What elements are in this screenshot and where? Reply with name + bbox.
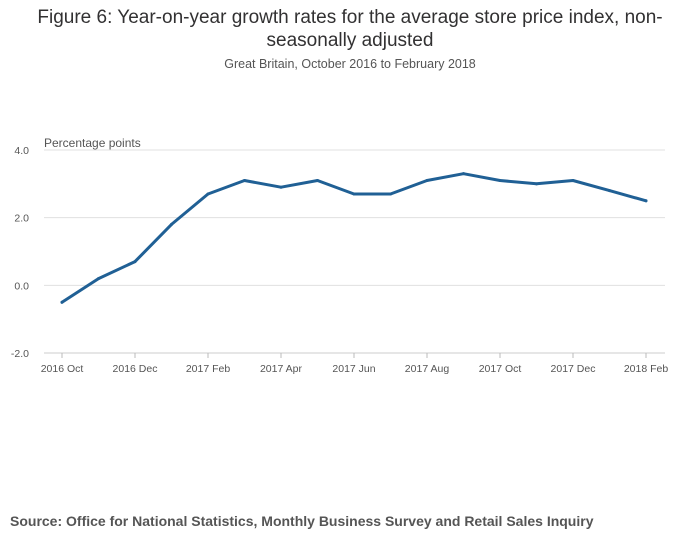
x-tick-label: 2017 Feb: [186, 363, 231, 375]
data-point: [133, 260, 137, 264]
x-tick-label: 2017 Aug: [405, 363, 450, 375]
x-tick-label: 2016 Oct: [41, 363, 84, 375]
data-point: [243, 178, 246, 182]
data-point: [316, 178, 319, 182]
chart-title: Figure 6: Year-on-year growth rates for …: [37, 7, 663, 51]
data-point: [608, 189, 611, 193]
data-point: [389, 192, 392, 196]
x-tick-label: 2017 Oct: [479, 363, 522, 375]
data-point: [60, 300, 64, 304]
x-tick-label: 2017 Jun: [332, 363, 375, 375]
x-tick-label: 2017 Dec: [551, 363, 596, 375]
data-point: [535, 182, 538, 186]
data-point: [644, 199, 648, 203]
x-tick-label: 2018 Feb: [624, 363, 669, 375]
axes: 4.0 2.0 0.0 -2.0 2016 Oct 2016 Dec 2017 Feb 201…: [11, 145, 668, 375]
y-tick-label: -2.0: [11, 348, 29, 360]
x-tick-label: 2016 Dec: [113, 363, 158, 375]
data-point: [352, 192, 356, 196]
data-point: [279, 185, 283, 189]
series: [60, 172, 648, 304]
y-tick-label: 0.0: [14, 280, 29, 292]
chart-subtitle: Great Britain, October 2016 to February …: [224, 57, 476, 71]
data-point: [571, 178, 575, 182]
x-tick-label: 2017 Apr: [260, 363, 303, 375]
data-point: [498, 178, 502, 182]
source-note: Source: Office for National Statistics, …: [10, 513, 594, 529]
data-point: [206, 192, 210, 196]
y-tick-label: 2.0: [14, 213, 29, 225]
y-tick-label: 4.0: [14, 145, 29, 157]
data-point: [425, 178, 429, 182]
y-axis-label: Percentage points: [44, 136, 141, 150]
data-point: [170, 222, 173, 226]
data-point: [97, 277, 100, 281]
data-point: [462, 172, 465, 176]
